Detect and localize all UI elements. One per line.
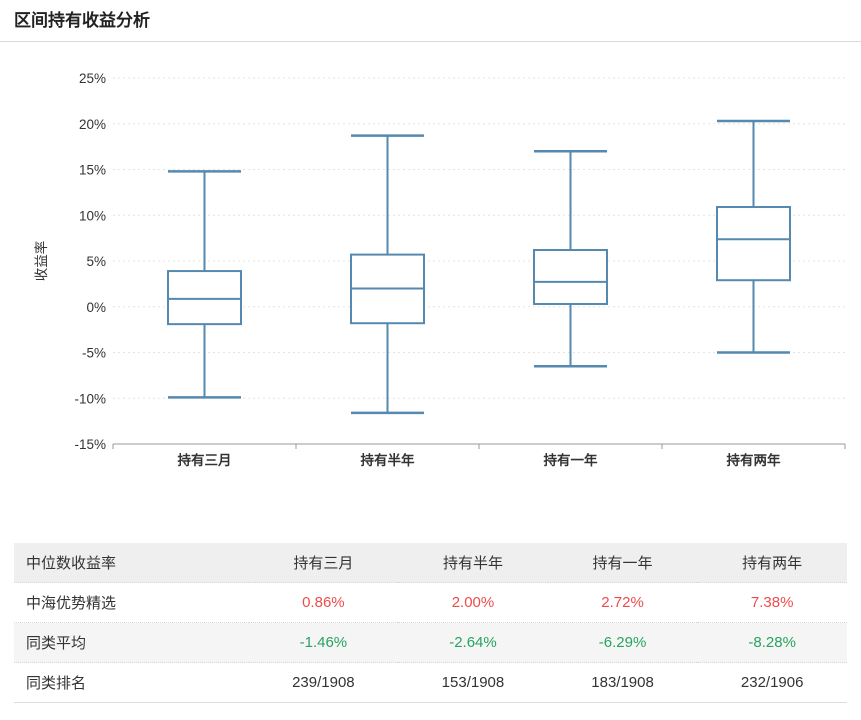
- row-value: 239/1908: [292, 674, 355, 691]
- table-row: 中海优势精选 0.86% 2.00% 2.72% 7.38%: [14, 582, 847, 623]
- row-value: 2.00%: [451, 594, 495, 611]
- x-category-label: 持有两年: [727, 452, 781, 468]
- row-label: 同类排名: [26, 675, 87, 692]
- table-header-period: 持有一年: [592, 555, 653, 572]
- table-header-period: 持有三月: [293, 555, 354, 572]
- row-label: 同类平均: [26, 635, 87, 652]
- median-return-table-body: 中海优势精选 0.86% 2.00% 2.72% 7.38% 同类平均 -1.46% -2.6…: [14, 582, 847, 703]
- y-tick-label: 0%: [86, 300, 106, 315]
- row-value: 183/1908: [591, 674, 654, 691]
- row-value: 0.86%: [302, 594, 345, 611]
- iqr-box: [716, 206, 791, 282]
- box-plot-3: [533, 149, 608, 368]
- box-plot-2: [350, 134, 425, 415]
- box-plot-1: [167, 170, 242, 399]
- row-value: 232/1906: [740, 674, 804, 691]
- x-category-label: 持有三月: [178, 452, 232, 468]
- row-value: -6.29%: [598, 634, 647, 651]
- table-header-row: 中位数收益率 持有三月 持有半年 持有一年 持有两年: [14, 543, 847, 583]
- page-header: 区间持有收益分析: [0, 0, 861, 42]
- row-value: 153/1908: [441, 674, 505, 691]
- box-plot-4: [716, 119, 791, 354]
- y-tick-label: -15%: [74, 437, 106, 452]
- y-axis-title: 收益率: [33, 241, 49, 282]
- y-tick-label: 10%: [79, 208, 106, 223]
- y-tick-label: 15%: [79, 163, 106, 178]
- row-label: 中海优势精选: [26, 595, 117, 612]
- median-return-table-head: 中位数收益率 持有三月 持有半年 持有一年 持有两年: [14, 543, 847, 583]
- table-row: 同类排名 239/1908 153/1908 183/1908 232/1906: [14, 662, 847, 703]
- row-value: -1.46%: [299, 634, 348, 651]
- row-value: -8.28%: [748, 634, 796, 651]
- y-tick-label: 5%: [86, 254, 106, 269]
- y-tick-label: 20%: [79, 117, 106, 132]
- x-category-label: 持有半年: [361, 452, 415, 468]
- row-value: 2.72%: [601, 594, 644, 611]
- row-value: 7.38%: [750, 594, 794, 611]
- y-tick-label: -5%: [82, 346, 106, 361]
- table-row: 同类平均 -1.46% -2.64% -6.29% -8.28%: [14, 622, 847, 663]
- y-tick-label: 25%: [79, 71, 106, 86]
- iqr-box: [167, 270, 242, 326]
- page-title: 区间持有收益分析: [14, 11, 150, 30]
- y-tick-label: -10%: [74, 391, 106, 406]
- boxplot-chart: 25% 20% 15% 10% 5% 0% -5% -10% -15% 收益率持有三月 持有半年 持有…: [0, 41, 861, 511]
- table-header-period: 持有半年: [442, 555, 503, 572]
- table-header-period: 持有两年: [742, 555, 803, 572]
- table-header-label: 中位数收益率: [26, 555, 117, 572]
- iqr-box: [533, 249, 608, 306]
- median-return-table: 中位数收益率 持有三月 持有半年 持有一年 持有两年 中海优势精选 0.86% 2.00% 2…: [14, 543, 847, 703]
- x-category-label: 持有一年: [544, 452, 598, 468]
- row-value: -2.64%: [449, 634, 497, 651]
